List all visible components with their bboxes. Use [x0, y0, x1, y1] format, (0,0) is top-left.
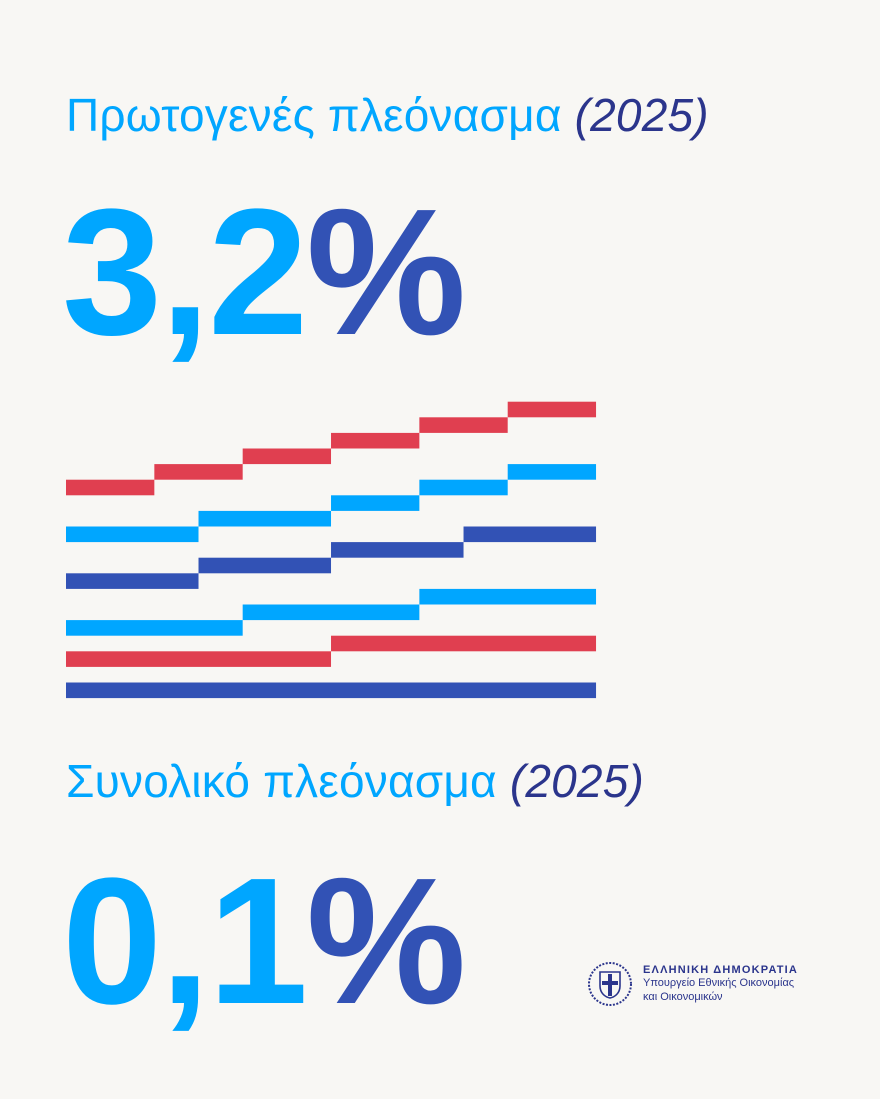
- step-segment-line-3: [463, 526, 597, 543]
- overall-surplus-unit: %: [306, 841, 466, 1042]
- overall-surplus-number: 0,1: [62, 841, 308, 1042]
- step-segment-line-2: [507, 464, 597, 480]
- step-segment-line-1: [154, 464, 243, 480]
- step-segment-line-1: [242, 448, 332, 465]
- primary-surplus-unit: %: [306, 172, 466, 373]
- step-segment-line-2: [331, 495, 420, 511]
- step-segment-line-1: [507, 401, 597, 418]
- step-segment-line-2: [198, 510, 332, 527]
- primary-surplus-value: 3,2%: [62, 183, 466, 363]
- step-segment-line-4: [242, 604, 420, 621]
- logo-ministry-line2: και Οικονομικών: [643, 991, 723, 1003]
- overall-surplus-heading: Συνολικό πλεόνασμα (2025): [66, 758, 644, 804]
- greek-coat-of-arms-icon: [588, 962, 632, 1006]
- overall-surplus-label: Συνολικό πλεόνασμα: [66, 755, 497, 807]
- step-segment-line-4: [66, 620, 243, 636]
- primary-surplus-year: (2025): [574, 89, 709, 141]
- primary-surplus-heading: Πρωτογενές πλεόνασμα (2025): [66, 92, 709, 138]
- logo-title: ΕΛΛΗΝΙΚΗ ΔΗΜΟΚΡΑΤΙΑ: [643, 964, 799, 976]
- step-segment-line-3: [198, 557, 332, 574]
- ministry-logo: ΕΛΛΗΝΙΚΗ ΔΗΜΟΚΡΑΤΙΑ Υπουργείο Εθνικής Οι…: [587, 961, 798, 1007]
- overall-surplus-value: 0,1%: [62, 852, 466, 1032]
- step-segment-line-6: [66, 682, 597, 699]
- step-segment-line-5: [331, 635, 597, 652]
- step-segment-line-1: [331, 432, 420, 449]
- step-segment-line-2: [419, 479, 508, 496]
- step-segment-line-1: [66, 479, 155, 496]
- step-segment-line-3: [331, 542, 464, 558]
- step-segment-line-5: [66, 651, 332, 667]
- logo-ministry-line1: Υπουργείο Εθνικής Οικονομίας: [643, 977, 795, 989]
- primary-surplus-label: Πρωτογενές πλεόνασμα: [66, 89, 562, 141]
- step-segment-line-3: [66, 573, 199, 589]
- overall-surplus-year: (2025): [509, 755, 644, 807]
- primary-surplus-number: 3,2: [62, 172, 308, 373]
- step-segment-line-2: [66, 526, 199, 543]
- step-segment-line-4: [419, 588, 597, 605]
- step-segment-line-1: [419, 417, 508, 433]
